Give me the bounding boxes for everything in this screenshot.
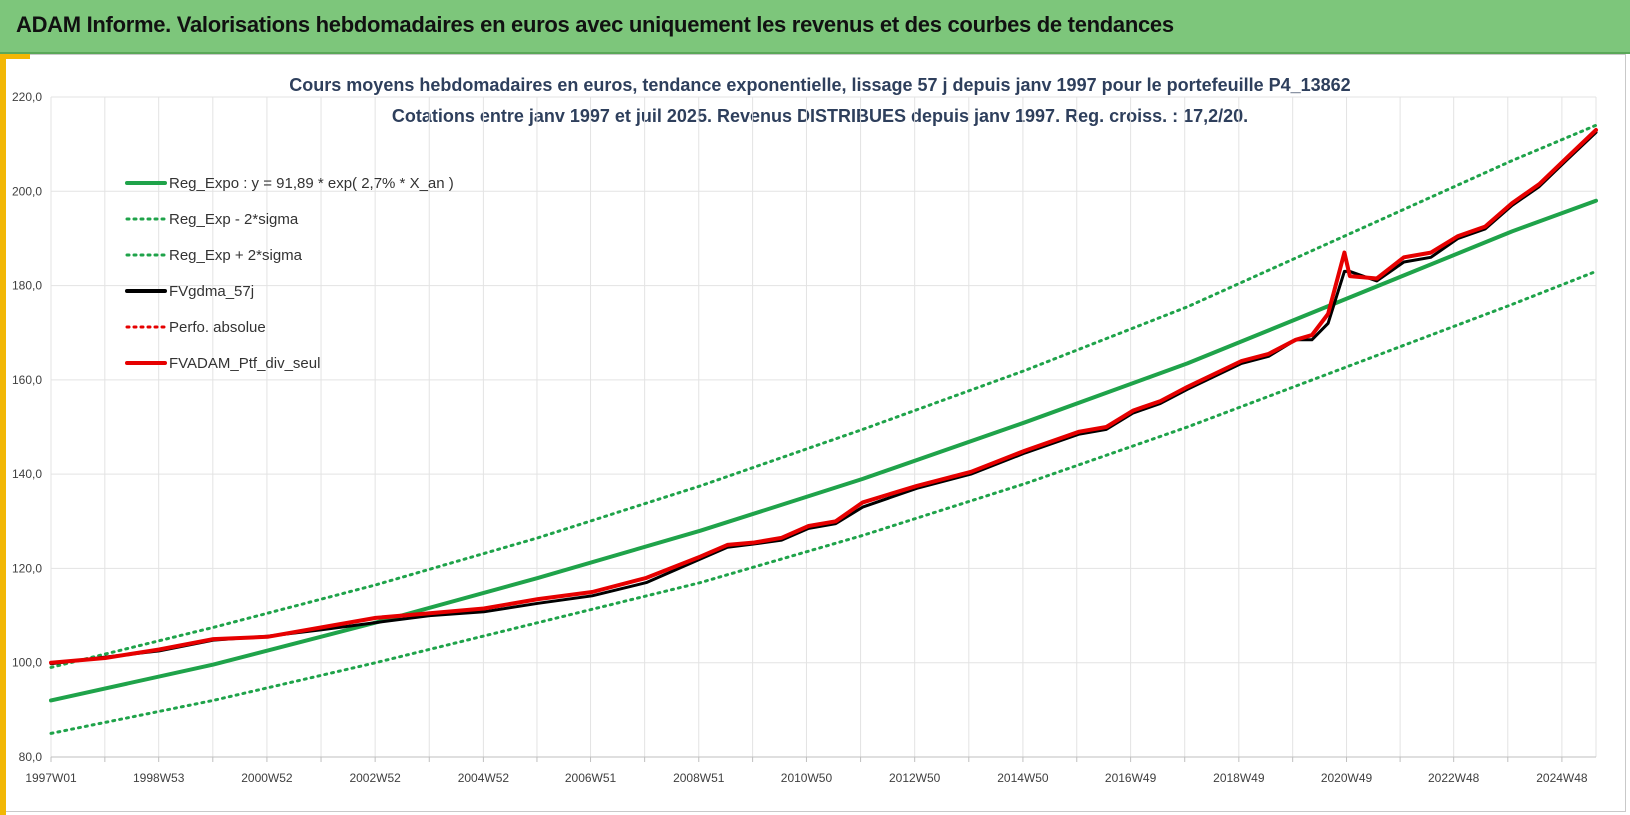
y-tick-label: 140,0	[12, 467, 42, 481]
x-tick-label: 2012W50	[889, 771, 941, 785]
x-tick-label: 2020W49	[1321, 771, 1373, 785]
y-tick-label: 120,0	[12, 561, 42, 575]
legend-label: Reg_Exp - 2*sigma	[169, 211, 299, 228]
series-line-3	[49, 130, 1598, 666]
series-lines	[49, 123, 1598, 735]
x-tick-label: 2010W50	[781, 771, 833, 785]
chart-subtitle: Cotations entre janv 1997 et juil 2025. …	[392, 106, 1248, 126]
report-title: ADAM Informe. Valorisations hebdomadaire…	[16, 12, 1174, 37]
x-tick-label: 2004W52	[458, 771, 510, 785]
x-tick-label: 2000W52	[241, 771, 293, 785]
x-tick-label: 2008W51	[673, 771, 725, 785]
grid-lines	[50, 96, 1597, 758]
legend-label: Reg_Expo : y = 91,89 * exp( 2,7% * X_an …	[169, 175, 454, 192]
legend-label: Reg_Exp + 2*sigma	[169, 247, 303, 264]
legend-label: Perfo. absolue	[169, 319, 266, 336]
header-banner: ADAM Informe. Valorisations hebdomadaire…	[0, 0, 1630, 54]
axes: 80,0 100,0 120,0 140,0 160,0 180,0 200,0 220,0 1…	[12, 90, 1596, 785]
x-tick-label: 2002W52	[349, 771, 401, 785]
y-tick-label: 180,0	[12, 279, 42, 293]
y-tick-label: 80,0	[19, 750, 43, 764]
x-tick-label: 2022W48	[1428, 771, 1480, 785]
legend: Reg_Expo : y = 91,89 * exp( 2,7% * X_an …	[125, 175, 454, 372]
legend-label: FVADAM_Ptf_div_seul	[169, 355, 320, 372]
series-line-0	[49, 198, 1598, 703]
accent-bar-top	[0, 54, 30, 59]
y-tick-label: 220,0	[12, 90, 42, 104]
series-line-2	[49, 123, 1598, 669]
x-tick-label: 1998W53	[133, 771, 185, 785]
x-tick-label: 2006W51	[565, 771, 617, 785]
accent-bar-left	[0, 56, 6, 815]
x-tick-label: 2014W50	[997, 771, 1049, 785]
x-tick-label: 2016W49	[1105, 771, 1157, 785]
y-tick-label: 100,0	[12, 656, 42, 670]
series-line-5	[49, 128, 1598, 665]
y-tick-label: 200,0	[12, 184, 42, 198]
x-tick-label: 2018W49	[1213, 771, 1265, 785]
y-tick-label: 160,0	[12, 373, 42, 387]
chart-title: Cours moyens hebdomadaires en euros, ten…	[289, 75, 1350, 95]
series-line-1	[49, 269, 1598, 735]
x-tick-label: 1997W01	[25, 771, 77, 785]
legend-label: FVgdma_57j	[169, 283, 254, 300]
x-tick-label: 2024W48	[1536, 771, 1588, 785]
